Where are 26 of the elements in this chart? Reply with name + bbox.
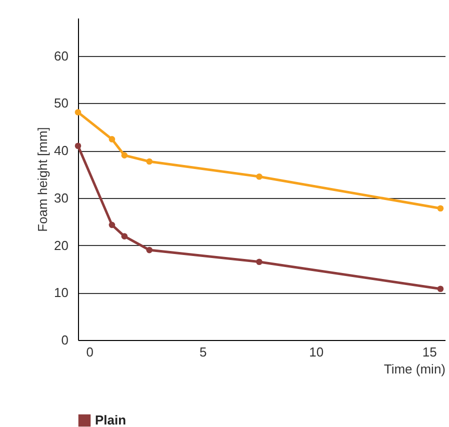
y-tick-label: 0 xyxy=(61,332,68,348)
y-tick-label: 60 xyxy=(54,48,68,64)
x-tick-label: 15 xyxy=(422,344,437,360)
point xyxy=(74,142,82,150)
point xyxy=(146,158,153,165)
y-tick-label: 10 xyxy=(54,285,68,300)
y-tick-label: 30 xyxy=(54,190,68,206)
point xyxy=(437,205,444,212)
x-tick-label: 10 xyxy=(309,344,324,360)
y-tick-label: 50 xyxy=(54,96,68,111)
x-tick-label: 0 xyxy=(86,344,94,360)
point xyxy=(256,173,262,180)
point xyxy=(108,136,116,142)
x-axis-title: Time (min) xyxy=(384,362,446,376)
x-tick-label: 5 xyxy=(199,344,207,360)
point xyxy=(437,286,444,292)
point xyxy=(108,222,116,228)
y-tick-label: 40 xyxy=(54,143,68,158)
point xyxy=(146,246,153,254)
point xyxy=(256,258,262,266)
point xyxy=(74,109,82,116)
point xyxy=(121,233,128,240)
legend-label: Plain xyxy=(95,412,126,427)
point xyxy=(121,152,128,158)
y-axis-title: Foam height [mm] xyxy=(35,127,50,232)
y-tick-label: 20 xyxy=(54,238,68,253)
